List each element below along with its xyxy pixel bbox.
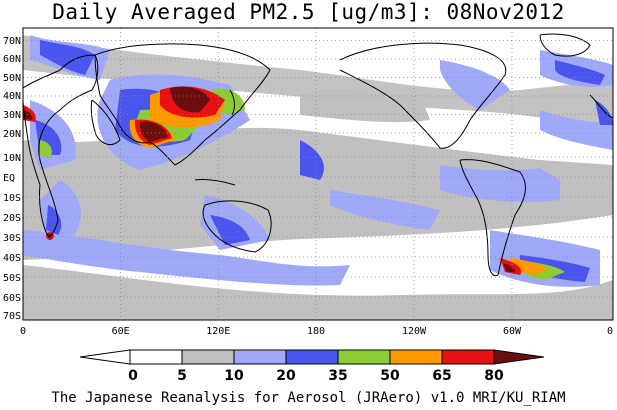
lon-label: 120E	[206, 326, 230, 337]
colorbar-label: 0	[128, 368, 138, 384]
colorbar-segment	[389, 349, 443, 365]
lat-axis: 70N 60N 50N 40N 30N 20N 10N EQ 10S 20S 3…	[3, 36, 21, 322]
colorbar-segment	[79, 349, 131, 365]
colorbar-label: 5	[177, 368, 187, 384]
colorbar-label: 20	[276, 368, 296, 384]
lon-label: 60E	[112, 326, 130, 337]
lat-label: 20S	[3, 213, 21, 224]
colorbar-segment	[441, 349, 495, 365]
lat-label: 30S	[3, 233, 21, 244]
colorbar-label: 80	[484, 368, 504, 384]
lon-label: 120W	[402, 326, 427, 337]
lat-label: 70N	[3, 36, 21, 47]
lat-label: EQ	[3, 173, 15, 184]
lon-axis: 0 60E 120E 180 120W 60W 0	[20, 326, 613, 337]
lat-label: 40S	[3, 253, 21, 264]
lon-label: 180	[307, 326, 325, 337]
colorbar-label: 65	[432, 368, 451, 384]
coastlines	[23, 33, 613, 277]
lat-label: 40N	[3, 91, 21, 102]
lon-label: 60W	[503, 326, 522, 337]
lat-label: 30N	[3, 110, 21, 121]
lat-label: 50N	[3, 73, 21, 84]
gridlines	[23, 28, 613, 320]
colorbar-labels: 0 5 10 20 35 50 65 80	[128, 368, 504, 384]
lat-label: 60N	[3, 54, 21, 65]
lat-label: 50S	[3, 273, 21, 284]
map-frame	[22, 27, 614, 321]
credit-footer: The Japanese Reanalysis for Aerosol (JRA…	[51, 390, 566, 406]
lat-label: 70S	[3, 311, 21, 322]
lat-label: 60S	[3, 293, 21, 304]
colorbar-label: 50	[380, 368, 400, 384]
lon-label: 0	[607, 326, 613, 337]
colorbar-segment	[129, 349, 183, 365]
colorbar-label: 35	[328, 368, 347, 384]
lon-label: 0	[20, 326, 26, 337]
lat-label: 20N	[3, 129, 21, 140]
colorbar-segment	[181, 349, 235, 365]
colorbar	[79, 349, 545, 365]
colorbar-segment	[285, 349, 339, 365]
lat-label: 10S	[3, 193, 21, 204]
colorbar-segment	[337, 349, 391, 365]
map-title: Daily Averaged PM2.5 [ug/m3]: 08Nov2012	[52, 0, 565, 24]
colorbar-segment	[233, 349, 287, 365]
colorbar-segment	[493, 349, 545, 365]
lat-label: 10N	[3, 153, 21, 164]
colorbar-label: 10	[224, 368, 244, 384]
